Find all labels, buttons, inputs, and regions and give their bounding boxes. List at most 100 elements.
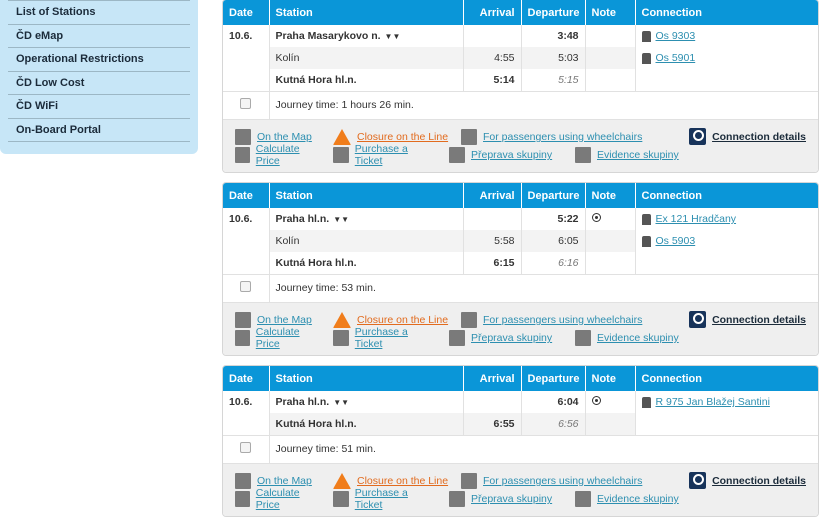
sidebar-item-cd-emap[interactable]: ČD eMap <box>8 23 190 48</box>
arrival-cell: 6:15 <box>463 252 522 274</box>
connection-table: Date Station Arrival Departure Note Conn… <box>223 366 818 463</box>
station-cell: Praha Masarykovo n. ▼▼ <box>269 25 464 47</box>
note-cell <box>585 47 636 69</box>
magnifier-icon <box>689 311 707 328</box>
wheelchair-link[interactable]: For passengers using wheelchairs <box>483 314 643 326</box>
sidebar-item-on-board-portal[interactable]: On-Board Portal <box>8 117 190 142</box>
warning-icon <box>333 473 351 489</box>
sidebar-item-list-of-stations[interactable]: List of Stations <box>8 0 190 24</box>
header-departure: Departure <box>521 183 586 208</box>
station-cell: Praha hl.n. ▼▼ <box>269 208 464 230</box>
header-arrival: Arrival <box>463 366 522 391</box>
arrival-cell: 6:55 <box>463 413 522 435</box>
connection-details-link[interactable]: Connection details <box>712 313 806 326</box>
departure-cell: 6:04 <box>521 391 586 413</box>
closure-link[interactable]: Closure on the Line <box>357 314 449 326</box>
date-cell <box>223 69 270 91</box>
closure-link[interactable]: Closure on the Line <box>357 131 449 143</box>
header-station: Station <box>269 0 464 25</box>
closure-link[interactable]: Closure on the Line <box>357 475 449 487</box>
calculator-icon <box>235 330 250 346</box>
journey-row: Journey time: 1 hours 26 min. <box>223 90 818 119</box>
ticket-icon <box>333 147 349 163</box>
connection-cell <box>635 69 818 91</box>
group-record-link[interactable]: Evidence skupiny <box>597 332 679 344</box>
calculator-icon <box>235 147 250 163</box>
table-row: 10.6. Praha hl.n. ▼▼ 6:04 R 975 Jan Blaže… <box>223 391 818 413</box>
magnifier-icon <box>689 472 707 489</box>
sidebar-item-operational-restrictions[interactable]: Operational Restrictions <box>8 47 190 71</box>
calculate-price-link[interactable]: Calculate Price <box>255 487 300 511</box>
train-link[interactable]: Os 9303 <box>655 30 696 42</box>
journey-row: Journey time: 51 min. <box>223 434 818 463</box>
arrival-cell: 5:14 <box>463 69 522 91</box>
station-cell: Kutná Hora hl.n. <box>269 413 464 435</box>
train-link[interactable]: Os 5901 <box>655 52 696 64</box>
cd-logo-icon: ▼▼ <box>384 32 401 41</box>
header-arrival: Arrival <box>463 183 522 208</box>
group-transport-link[interactable]: Přeprava skupiny <box>471 332 553 344</box>
purchase-ticket-link[interactable]: Purchase a Ticket <box>354 487 408 511</box>
journey-time: Journey time: 51 min. <box>269 434 818 463</box>
group-icon <box>449 330 465 346</box>
note-cell <box>585 208 636 230</box>
sidebar-menu: List of Stations ČD eMap Operational Res… <box>0 0 198 154</box>
sidebar-item-cd-wifi[interactable]: ČD WiFi <box>8 94 190 118</box>
select-checkbox[interactable] <box>240 281 252 293</box>
note-cell <box>585 230 636 252</box>
arrival-cell <box>463 25 522 47</box>
calculate-price-link[interactable]: Calculate Price <box>255 143 300 167</box>
note-icon[interactable] <box>591 213 601 222</box>
select-checkbox[interactable] <box>240 98 252 110</box>
connection-cell <box>635 252 818 274</box>
ticket-icon <box>333 330 349 346</box>
purchase-ticket-link[interactable]: Purchase a Ticket <box>354 326 408 350</box>
on-the-map-link[interactable]: On the Map <box>257 314 312 326</box>
date-cell: 10.6. <box>223 208 270 230</box>
table-header: Date Station Arrival Departure Note Conn… <box>223 183 818 208</box>
select-checkbox[interactable] <box>240 442 252 454</box>
on-the-map-link[interactable]: On the Map <box>257 475 312 487</box>
departure-cell: 6:05 <box>521 230 586 252</box>
wheelchair-link[interactable]: For passengers using wheelchairs <box>483 131 643 143</box>
table-row: Kutná Hora hl.n. 5:14 5:15 <box>223 69 818 91</box>
date-cell <box>223 230 270 252</box>
ticket-icon <box>333 491 349 507</box>
card-footer: On the Map Closure on the Line For passe… <box>223 119 818 172</box>
header-date: Date <box>223 366 270 391</box>
table-row: Kutná Hora hl.n. 6:55 6:56 <box>223 413 818 435</box>
train-icon <box>641 30 651 42</box>
header-note: Note <box>585 0 636 25</box>
connection-cell: Os 9303 <box>635 25 818 47</box>
map-icon <box>235 473 251 489</box>
purchase-ticket-link[interactable]: Purchase a Ticket <box>354 143 408 167</box>
station-name: Kutná Hora hl.n. <box>275 256 357 269</box>
wheelchair-icon <box>461 473 477 489</box>
wheelchair-link[interactable]: For passengers using wheelchairs <box>483 475 643 487</box>
train-link[interactable]: R 975 Jan Blažej Santini <box>655 396 770 408</box>
station-cell: Kolín <box>269 47 464 69</box>
table-row: 10.6. Praha hl.n. ▼▼ 5:22 Ex 121 Hradčany <box>223 208 818 230</box>
calculate-price-link[interactable]: Calculate Price <box>255 326 300 350</box>
card-footer: On the Map Closure on the Line For passe… <box>223 463 818 516</box>
station-name: Kutná Hora hl.n. <box>275 73 357 86</box>
sidebar-item-cd-low-cost[interactable]: ČD Low Cost <box>8 70 190 95</box>
group-record-icon <box>575 147 591 163</box>
group-record-link[interactable]: Evidence skupiny <box>597 493 679 505</box>
table-header: Date Station Arrival Departure Note Conn… <box>223 366 818 391</box>
departure-cell: 6:16 <box>521 252 586 274</box>
group-transport-link[interactable]: Přeprava skupiny <box>471 149 553 161</box>
train-icon <box>641 213 651 225</box>
connection-details-link[interactable]: Connection details <box>712 474 806 487</box>
station-cell: Kutná Hora hl.n. <box>269 69 464 91</box>
group-transport-link[interactable]: Přeprava skupiny <box>471 493 553 505</box>
connection-details-link[interactable]: Connection details <box>712 130 806 143</box>
train-link[interactable]: Os 5903 <box>655 235 696 247</box>
train-link[interactable]: Ex 121 Hradčany <box>655 213 737 225</box>
on-the-map-link[interactable]: On the Map <box>257 131 312 143</box>
journey-time: Journey time: 1 hours 26 min. <box>269 90 818 119</box>
header-note: Note <box>585 183 636 208</box>
note-icon[interactable] <box>591 396 601 405</box>
wheelchair-icon <box>461 312 477 328</box>
group-record-link[interactable]: Evidence skupiny <box>597 149 679 161</box>
